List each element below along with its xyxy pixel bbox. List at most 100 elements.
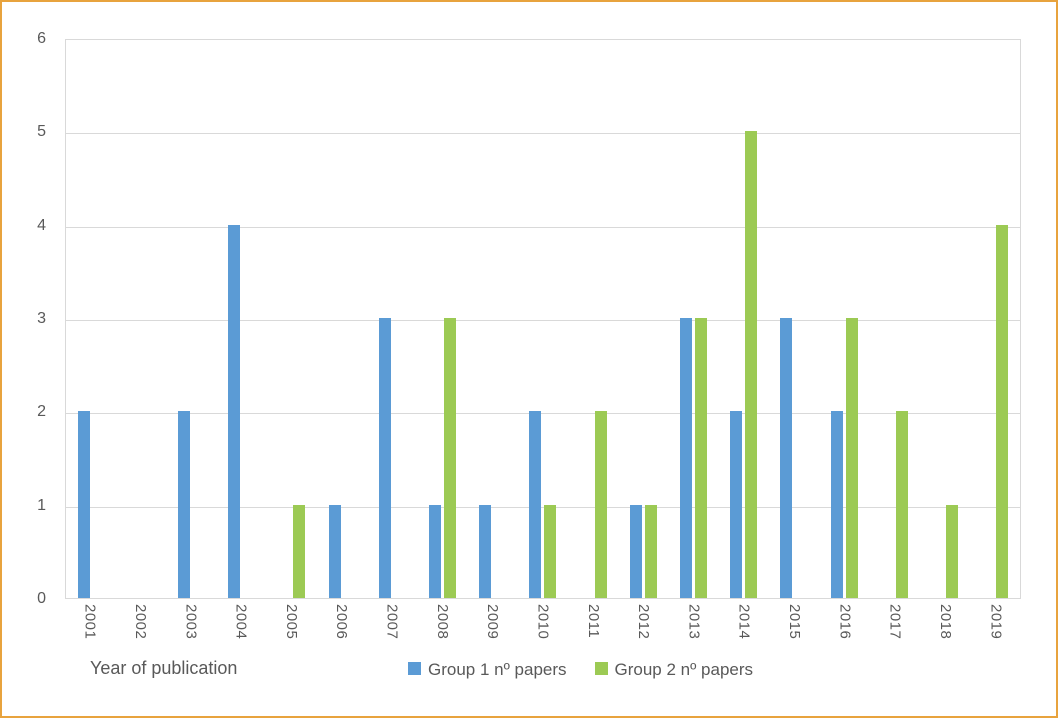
- bar-group2-2010: [544, 504, 557, 598]
- category-2018: [919, 40, 969, 598]
- x-tick-2010: 2010: [518, 604, 568, 639]
- plot-area: [65, 39, 1021, 599]
- x-tick-label-2006: 2006: [333, 604, 351, 640]
- bar-group2-2016: [845, 318, 858, 598]
- gridline-y-5: [66, 133, 1020, 135]
- x-tick-2003: 2003: [166, 604, 216, 639]
- x-tick-label-2018: 2018: [936, 604, 954, 640]
- category-2004: [217, 40, 267, 598]
- bar-group1-2008: [429, 504, 442, 598]
- bar-group2-2014: [745, 131, 758, 598]
- bar-group1-2013: [680, 318, 693, 598]
- bar-group2-2019: [996, 224, 1009, 598]
- x-tick-2002: 2002: [115, 604, 165, 639]
- legend: Group 1 nº papers Group 2 nº papers: [408, 660, 753, 680]
- legend-item-group2: Group 2 nº papers: [594, 660, 754, 680]
- x-tick-2013: 2013: [669, 604, 719, 639]
- x-tick-label-2003: 2003: [182, 604, 200, 640]
- category-2012: [618, 40, 668, 598]
- x-tick-label-2019: 2019: [987, 604, 1005, 640]
- category-2011: [568, 40, 618, 598]
- x-tick-label-2016: 2016: [836, 604, 854, 640]
- x-tick-label-2014: 2014: [735, 604, 753, 640]
- category-2006: [317, 40, 367, 598]
- x-tick-2017: 2017: [870, 604, 920, 639]
- x-tick-label-2009: 2009: [484, 604, 502, 640]
- category-2010: [518, 40, 568, 598]
- y-tick-label-4: 4: [37, 216, 46, 234]
- x-tick-label-2013: 2013: [685, 604, 703, 640]
- bar-group1-2004: [228, 224, 241, 598]
- x-tick-2005: 2005: [266, 604, 316, 639]
- bar-group1-2016: [830, 411, 843, 598]
- x-tick-label-2015: 2015: [786, 604, 804, 640]
- bars-container: [66, 40, 1020, 598]
- category-2015: [769, 40, 819, 598]
- x-tick-2018: 2018: [920, 604, 970, 639]
- x-tick-label-2011: 2011: [584, 604, 602, 639]
- y-tick-label-2: 2: [37, 403, 46, 421]
- legend-item-group1: Group 1 nº papers: [408, 660, 567, 680]
- legend-swatch-group1-icon: [408, 662, 421, 675]
- category-2016: [819, 40, 869, 598]
- category-2019: [970, 40, 1020, 598]
- category-2009: [468, 40, 518, 598]
- category-2003: [166, 40, 216, 598]
- bar-group2-2005: [293, 504, 306, 598]
- gridline-y-2: [66, 413, 1020, 415]
- category-2002: [116, 40, 166, 598]
- category-2017: [869, 40, 919, 598]
- x-axis-title: Year of publication: [90, 658, 238, 678]
- category-2013: [668, 40, 718, 598]
- bar-group1-2006: [328, 504, 341, 598]
- bar-group2-2008: [444, 318, 457, 598]
- y-tick-label-5: 5: [37, 123, 46, 141]
- y-tick-label-6: 6: [37, 30, 46, 47]
- bar-group1-2009: [479, 504, 492, 598]
- x-tick-2012: 2012: [618, 604, 668, 639]
- y-tick-label-0: 0: [37, 590, 46, 607]
- x-tick-label-2008: 2008: [433, 604, 451, 640]
- x-tick-2011: 2011: [568, 604, 618, 639]
- gridline-y-4: [66, 226, 1020, 228]
- bar-group1-2010: [529, 411, 542, 598]
- category-2005: [267, 40, 317, 598]
- x-tick-2001: 2001: [65, 604, 115, 639]
- category-2007: [367, 40, 417, 598]
- x-tick-label-2002: 2002: [131, 604, 149, 640]
- bar-group2-2012: [644, 504, 657, 598]
- bar-group1-2003: [178, 411, 190, 598]
- x-tick-label-2017: 2017: [886, 604, 904, 640]
- x-tick-label-2004: 2004: [232, 604, 250, 640]
- gridline-y-1: [66, 506, 1020, 508]
- x-tick-label-2012: 2012: [635, 604, 653, 640]
- bar-group1-2014: [730, 411, 743, 598]
- x-tick-2006: 2006: [317, 604, 367, 639]
- x-tick-2019: 2019: [971, 604, 1021, 639]
- x-tick-2004: 2004: [216, 604, 266, 639]
- category-2008: [417, 40, 467, 598]
- bar-group2-2017: [895, 411, 908, 598]
- bar-group2-2013: [695, 318, 708, 598]
- category-2001: [66, 40, 116, 598]
- x-tick-2008: 2008: [417, 604, 467, 639]
- x-axis-tick-labels: 2001 2002 2003 2004 2005 2006 2007 2008 2009 2010…: [65, 604, 1021, 639]
- x-tick-2007: 2007: [367, 604, 417, 639]
- bar-group1-2001: [77, 411, 90, 598]
- x-tick-2014: 2014: [719, 604, 769, 639]
- bar-group1-2007: [378, 318, 391, 598]
- y-tick-label-3: 3: [37, 310, 46, 327]
- x-tick-label-2005: 2005: [282, 604, 300, 640]
- x-tick-label-2007: 2007: [383, 604, 401, 640]
- gridline-y-3: [66, 320, 1020, 321]
- bar-group2-2011: [594, 411, 607, 598]
- bar-group1-2015: [780, 318, 793, 598]
- bar-group2-2018: [946, 504, 959, 598]
- legend-swatch-group2-icon: [594, 662, 608, 675]
- legend-label-group2: Group 2 nº papers: [614, 660, 754, 679]
- x-tick-2009: 2009: [468, 604, 518, 639]
- x-tick-2016: 2016: [820, 604, 870, 639]
- bar-group1-2012: [629, 504, 642, 598]
- x-tick-label-2010: 2010: [534, 604, 552, 640]
